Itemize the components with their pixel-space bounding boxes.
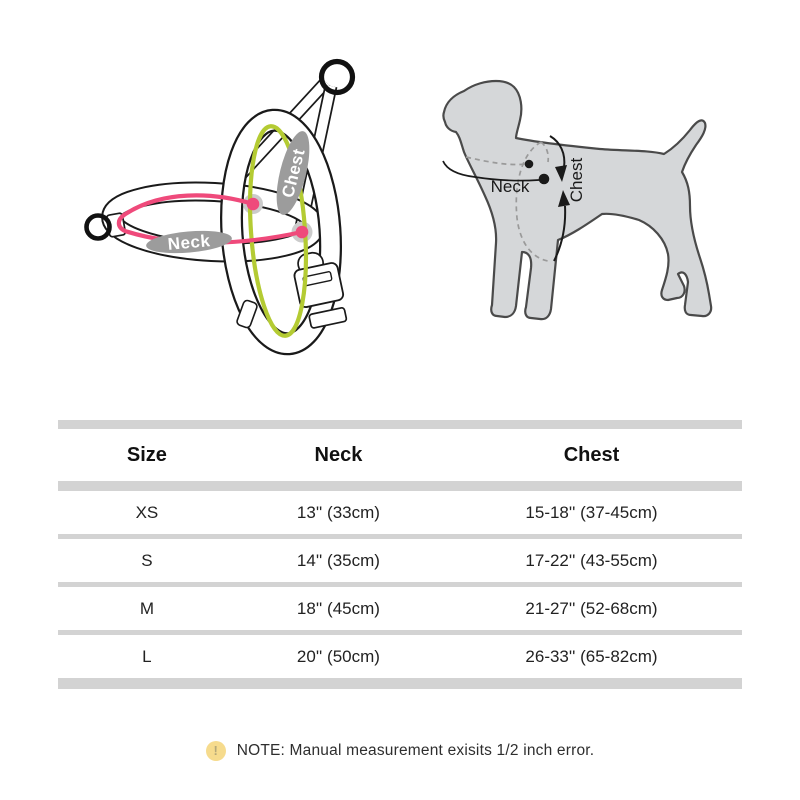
dog-chest-label: Chest	[567, 158, 586, 203]
cell-size: L	[142, 646, 152, 666]
measurement-note: ! NOTE: Manual measurement exisits 1/2 i…	[0, 741, 800, 761]
harness-adjuster	[236, 299, 258, 329]
size-chart-table: Size Neck Chest XS 13'' (33cm) 15-18'' (…	[58, 420, 742, 689]
table-row-xs: XS 13'' (33cm) 15-18'' (37-45cm)	[58, 491, 742, 534]
harness-illustration: Neck Chest	[84, 58, 356, 356]
arrow-down-icon	[555, 165, 567, 182]
svg-text:Neck: Neck	[167, 231, 211, 254]
column-header-size: Size	[126, 443, 167, 466]
cell-size: XS	[135, 502, 159, 522]
chest-arrows	[549, 135, 567, 262]
front-ring-icon	[84, 213, 112, 241]
table-divider	[58, 534, 742, 539]
table-row-m: M 18'' (45cm) 21-27'' (52-68cm)	[58, 587, 742, 630]
girth-dot	[538, 173, 550, 185]
table-divider	[58, 481, 742, 491]
dog-silhouette	[442, 79, 713, 321]
table-row-s: S 14'' (35cm) 17-22'' (43-55cm)	[58, 539, 742, 582]
column-header-chest: Chest	[563, 443, 620, 466]
neck-measure-loop	[116, 193, 305, 245]
measure-dot	[246, 197, 260, 211]
table-row-l: L 20'' (50cm) 26-33'' (65-82cm)	[58, 635, 742, 678]
cell-neck: 18'' (45cm)	[296, 598, 380, 618]
girth-dot	[524, 159, 534, 169]
harness-straps	[101, 77, 343, 356]
table-divider	[58, 630, 742, 635]
cell-chest: 17-22'' (43-55cm)	[525, 550, 658, 570]
warning-icon: !	[205, 741, 226, 761]
dog-illustration: Neck Chest	[442, 79, 713, 321]
cell-neck: 20'' (50cm)	[296, 646, 380, 666]
column-header-neck: Neck	[314, 443, 363, 466]
table-header-row: Size Neck Chest	[58, 429, 742, 481]
cell-chest: 21-27'' (52-68cm)	[525, 598, 658, 618]
table-divider	[58, 582, 742, 587]
arrow-up-icon	[558, 190, 570, 207]
cell-neck: 13'' (33cm)	[296, 502, 380, 522]
cell-neck: 14'' (35cm)	[296, 550, 380, 570]
measure-dot	[295, 225, 309, 239]
note-text: NOTE: Manual measurement exisits 1/2 inc…	[236, 742, 595, 759]
back-ring-icon	[318, 58, 356, 96]
cell-size: M	[139, 598, 154, 618]
measure-guides	[465, 141, 550, 262]
harness-neck-label: Neck	[146, 230, 232, 254]
cell-chest: 26-33'' (65-82cm)	[525, 646, 658, 666]
cell-chest: 15-18'' (37-45cm)	[525, 502, 658, 522]
table-divider	[58, 420, 742, 429]
table-divider	[58, 678, 742, 689]
dog-neck-label: Neck	[491, 177, 530, 196]
neck-pointer-line	[442, 160, 540, 182]
cell-size: S	[141, 550, 153, 570]
